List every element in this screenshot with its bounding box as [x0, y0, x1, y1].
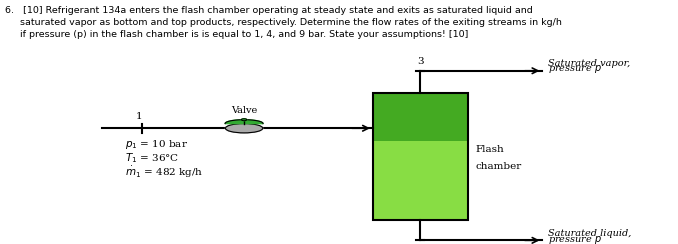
Bar — [373, 141, 468, 220]
Text: $\dot{m}_1$ = 482 kg/h: $\dot{m}_1$ = 482 kg/h — [125, 165, 204, 180]
Text: 3: 3 — [417, 57, 424, 66]
Circle shape — [241, 119, 247, 121]
Text: pressure $p$: pressure $p$ — [548, 63, 602, 75]
Bar — [373, 93, 468, 220]
Text: if pressure (p) in the flash chamber is is equal to 1, 4, and 9 bar. State your : if pressure (p) in the flash chamber is … — [5, 30, 468, 40]
Text: 1: 1 — [136, 112, 142, 122]
Polygon shape — [225, 120, 263, 124]
Text: $p_1$ = 10 bar: $p_1$ = 10 bar — [125, 138, 188, 151]
Text: Valve: Valve — [231, 106, 257, 115]
Text: saturated vapor as bottom and top products, respectively. Determine the flow rat: saturated vapor as bottom and top produc… — [5, 18, 562, 27]
Text: $T_1$ = 36°C: $T_1$ = 36°C — [125, 152, 180, 165]
Text: pressure $p$: pressure $p$ — [548, 234, 602, 244]
Text: Saturated vapor,: Saturated vapor, — [548, 59, 630, 68]
Text: Saturated liquid,: Saturated liquid, — [548, 229, 631, 238]
Text: Flash: Flash — [476, 145, 504, 154]
Ellipse shape — [225, 124, 262, 133]
Text: 6.   [10] Refrigerant 134a enters the flash chamber operating at steady state an: 6. [10] Refrigerant 134a enters the flas… — [5, 6, 533, 15]
Bar — [373, 93, 468, 141]
Text: chamber: chamber — [476, 162, 522, 171]
